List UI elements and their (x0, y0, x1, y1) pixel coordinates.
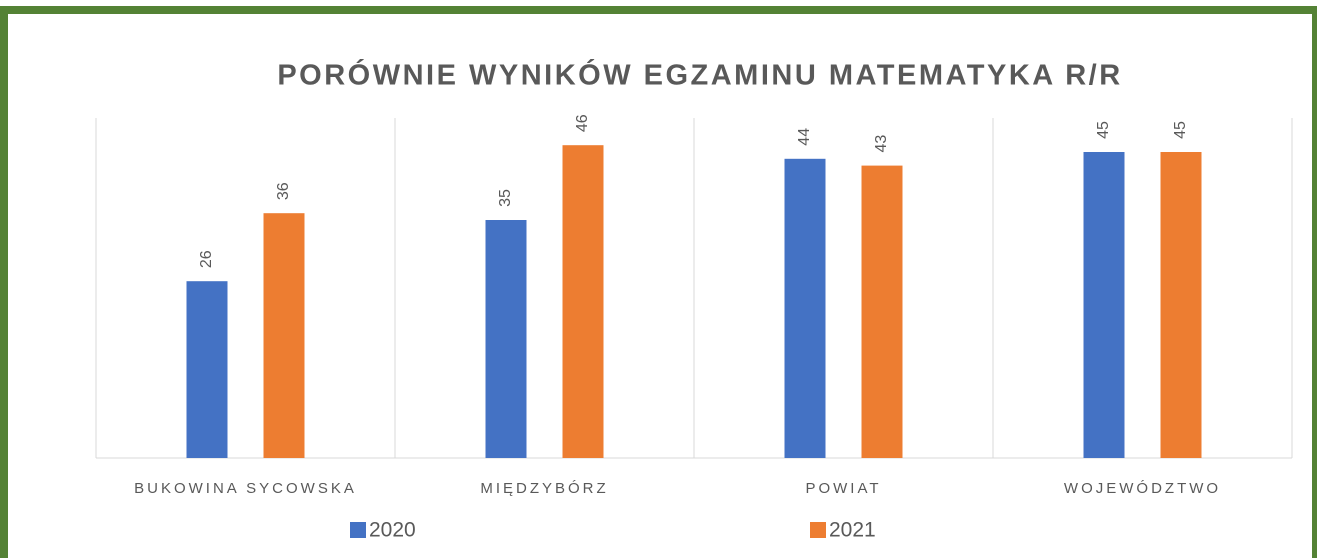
x-tick-label: WOJEWÓDZTWO (1064, 480, 1221, 497)
bar (485, 220, 527, 458)
data-label: 46 (574, 114, 591, 132)
bar (263, 213, 305, 458)
chart-title: PORÓWNIE WYNIKÓW EGZAMINU MATEMATYKA R/R (277, 58, 1122, 92)
data-label: 43 (873, 135, 890, 153)
data-label: 44 (796, 128, 813, 146)
data-label: 45 (1095, 121, 1112, 139)
bar (1160, 152, 1202, 458)
bar (186, 281, 228, 458)
legend-swatch (810, 522, 826, 538)
bar (562, 145, 604, 458)
data-label: 36 (275, 182, 292, 200)
data-label: 26 (198, 250, 215, 268)
x-tick-label: BUKOWINA SYCOWSKA (134, 480, 357, 497)
legend-label: 2020 (369, 519, 416, 542)
bar (861, 165, 903, 458)
bar (1083, 152, 1125, 458)
x-tick-label: POWIAT (805, 480, 881, 497)
bar (784, 158, 826, 459)
data-label: 35 (497, 189, 514, 207)
legend-label: 2021 (829, 519, 876, 542)
data-label: 45 (1172, 121, 1189, 139)
x-tick-label: MIĘDZYBÓRZ (480, 480, 608, 497)
legend-swatch (350, 522, 366, 538)
